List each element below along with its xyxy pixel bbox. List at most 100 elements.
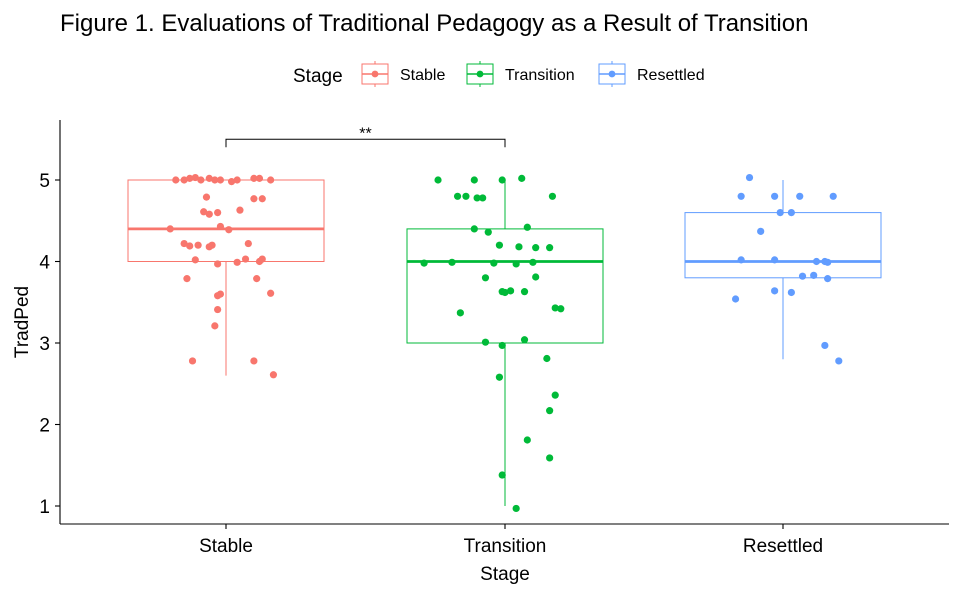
data-point [269, 371, 278, 379]
data-point [211, 176, 219, 184]
data-point [473, 194, 481, 202]
data-point [821, 341, 829, 350]
data-point [233, 176, 241, 184]
data-point [757, 227, 765, 235]
x-tick-label: Stable [199, 536, 253, 557]
data-point [267, 176, 275, 184]
data-point [548, 192, 557, 200]
data-point [731, 295, 740, 303]
data-point [557, 305, 565, 313]
data-point [824, 258, 832, 266]
x-axis-label: Stage [480, 564, 530, 585]
box-group [684, 173, 882, 365]
chart-title: Figure 1. Evaluations of Traditional Ped… [60, 10, 808, 37]
data-point [216, 176, 225, 184]
data-point [255, 174, 264, 182]
data-point [250, 195, 258, 203]
data-point [180, 239, 188, 248]
data-point [188, 357, 197, 365]
data-point [186, 242, 194, 250]
data-point [484, 228, 492, 236]
legend: Stage Stable Transition Resettled [293, 61, 705, 87]
y-tick-label: 4 [39, 253, 50, 274]
x-tick-label: Transition [464, 536, 547, 557]
data-point [250, 357, 258, 365]
data-point [546, 454, 554, 462]
significance-bracket [225, 138, 506, 148]
data-point [771, 287, 779, 295]
box [684, 212, 882, 279]
legend-item: Resettled [598, 61, 705, 87]
data-point [462, 192, 470, 200]
legend-label: Resettled [637, 67, 705, 84]
data-point [498, 471, 506, 479]
data-point [523, 436, 531, 444]
plot-area [127, 173, 882, 513]
data-point [241, 255, 250, 263]
data-point [233, 258, 241, 266]
data-point [166, 225, 174, 233]
box [406, 228, 604, 344]
data-point [214, 305, 222, 314]
data-point [208, 241, 216, 249]
y-tick-label: 3 [39, 334, 50, 355]
y-tick-label: 2 [39, 416, 50, 437]
data-point [448, 258, 456, 266]
data-point [787, 288, 795, 297]
data-point [546, 244, 554, 252]
legend-key-point [608, 70, 616, 78]
data-point [546, 407, 554, 415]
data-point [200, 208, 208, 216]
data-point [227, 178, 236, 186]
data-point [253, 275, 261, 283]
legend-label: Transition [505, 67, 575, 84]
data-point [518, 174, 526, 182]
data-point [225, 226, 233, 234]
box [127, 179, 325, 262]
y-tick-label: 5 [39, 171, 50, 192]
data-point [745, 173, 754, 182]
data-point [250, 174, 258, 182]
y-axis-label: TradPed [12, 286, 33, 358]
data-point [244, 239, 252, 248]
data-point [551, 391, 559, 399]
data-point [258, 255, 266, 263]
data-point [205, 174, 213, 182]
data-point [434, 176, 442, 184]
data-point [523, 223, 531, 231]
data-point [787, 209, 795, 217]
data-point [835, 357, 843, 365]
data-point [498, 176, 506, 184]
data-point [191, 173, 199, 182]
data-point [216, 222, 225, 231]
data-point [183, 275, 191, 283]
data-point [202, 193, 211, 201]
data-point [829, 192, 837, 200]
legend-item: Stable [361, 61, 445, 87]
data-point [172, 176, 180, 184]
data-point [824, 275, 832, 283]
data-point [214, 292, 222, 300]
data-point [197, 176, 205, 184]
data-point [490, 259, 498, 267]
data-point [186, 174, 194, 182]
data-point [420, 259, 428, 267]
data-point [529, 258, 537, 266]
legend-key-point [476, 70, 484, 78]
data-point [214, 260, 222, 268]
data-point [470, 225, 478, 233]
data-point [211, 322, 219, 330]
y-tick-label: 1 [39, 497, 50, 518]
box-group [127, 173, 325, 379]
data-point [481, 338, 490, 346]
legend-key-point [371, 70, 379, 78]
data-point [180, 176, 188, 184]
data-point [456, 309, 464, 317]
data-point [520, 288, 529, 296]
data-point [267, 289, 275, 297]
data-point [532, 244, 540, 252]
x-tick-label: Resettled [743, 536, 823, 557]
data-point [812, 257, 821, 266]
data-point [479, 194, 487, 202]
data-point [737, 192, 745, 200]
